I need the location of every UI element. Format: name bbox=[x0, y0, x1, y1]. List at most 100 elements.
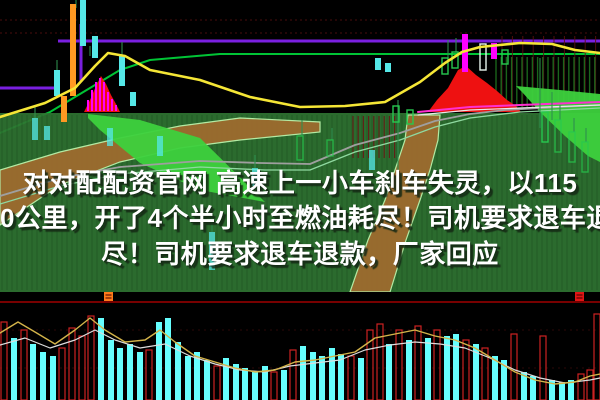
volume-bar-down bbox=[577, 373, 585, 400]
magenta-candle bbox=[491, 43, 497, 59]
magenta-ma-line bbox=[417, 101, 600, 113]
volume-bar-up bbox=[108, 340, 114, 400]
cyan-candle bbox=[80, 0, 86, 46]
cyan-candle bbox=[92, 36, 98, 58]
green-cloud-area bbox=[88, 114, 265, 202]
volume-bar-up bbox=[127, 344, 133, 400]
headline-line-3: 尽！司机要求退车退款，厂家回应 bbox=[101, 239, 499, 269]
volume-bar-up bbox=[530, 376, 536, 400]
green-candle bbox=[568, 131, 576, 163]
green-candle bbox=[541, 111, 549, 143]
cyan-candle bbox=[107, 128, 113, 146]
volume-bar-up bbox=[98, 318, 104, 400]
volume-bar-down bbox=[539, 335, 547, 400]
volume-bar-up bbox=[492, 356, 498, 400]
volume-bar-up bbox=[242, 368, 248, 400]
volume-bar-up bbox=[194, 352, 200, 400]
cyan-candle bbox=[44, 126, 50, 140]
volume-bar-down bbox=[395, 329, 403, 400]
volume-bar-down bbox=[481, 347, 489, 400]
green-candle bbox=[406, 109, 414, 125]
volume-bar-up bbox=[549, 380, 555, 400]
cyan-candle bbox=[32, 118, 38, 140]
cyan-candle bbox=[385, 63, 391, 72]
cyan-candle bbox=[369, 150, 375, 170]
volume-bar-down bbox=[510, 333, 518, 400]
volume-bar-up bbox=[300, 346, 306, 400]
volume-bar-up bbox=[233, 364, 239, 400]
volume-bar-up bbox=[329, 348, 335, 400]
volume-bar-down bbox=[0, 321, 8, 400]
volume-bar-up bbox=[156, 322, 162, 400]
magenta-candle bbox=[462, 34, 468, 72]
volume-yellow-ma bbox=[0, 317, 600, 385]
green-candle bbox=[296, 135, 304, 161]
volume-bar-up bbox=[473, 344, 479, 400]
volume-bar-down bbox=[213, 365, 221, 400]
volume-bar-up bbox=[30, 344, 36, 400]
volume-bar-up bbox=[185, 356, 191, 400]
cyan-candle bbox=[157, 136, 163, 156]
volume-bar-up bbox=[223, 358, 229, 400]
volume-bar-down bbox=[376, 323, 384, 400]
pale-green-line bbox=[0, 107, 600, 205]
volume-bar-up bbox=[559, 382, 565, 400]
volume-bar-up bbox=[40, 352, 46, 400]
volume-bar-up bbox=[338, 354, 344, 400]
volume-bar-down bbox=[289, 349, 297, 400]
volume-bar-up bbox=[386, 344, 392, 400]
red-indicator-area bbox=[428, 66, 521, 112]
volume-bar-up bbox=[521, 372, 527, 400]
volume-bar-down bbox=[58, 347, 66, 400]
headline-line-2: 0公里，开了4个半小时至燃油耗尽！司机要求退车退 bbox=[0, 203, 600, 233]
cyan-candle bbox=[130, 92, 136, 106]
orange-candle bbox=[61, 96, 67, 122]
volume-bar-up bbox=[406, 340, 412, 400]
volume-bar-down bbox=[20, 329, 28, 400]
marker-glyph-right bbox=[575, 292, 584, 301]
volume-bar-up bbox=[11, 338, 17, 400]
volume-bar-down bbox=[433, 329, 441, 400]
volume-bar-up bbox=[501, 360, 507, 400]
volume-bar-down bbox=[68, 327, 76, 400]
volume-bar-down bbox=[87, 315, 95, 400]
yellow-ma-line bbox=[0, 41, 600, 119]
cyan-candle bbox=[54, 70, 60, 96]
volume-white-ma bbox=[0, 329, 600, 384]
volume-bar-up bbox=[50, 356, 56, 400]
cyan-candle bbox=[375, 58, 381, 70]
volume-bar-down bbox=[414, 325, 422, 400]
volume-bar-up bbox=[453, 334, 459, 400]
volume-bar-up bbox=[425, 338, 431, 400]
orange-candle bbox=[70, 4, 76, 96]
cyan-candle bbox=[209, 232, 215, 270]
cyan-candle bbox=[119, 56, 125, 86]
volume-bar-up bbox=[568, 380, 574, 400]
volume-bar-down bbox=[586, 369, 594, 400]
volume-bar-down bbox=[462, 339, 470, 400]
volume-bar-up bbox=[262, 366, 268, 400]
volume-bar-up bbox=[175, 342, 181, 400]
marker-glyph-left bbox=[104, 292, 113, 301]
brown-ribbon bbox=[349, 114, 441, 293]
green-candle bbox=[581, 141, 589, 173]
volume-bar-up bbox=[252, 372, 258, 400]
volume-bar-up bbox=[310, 352, 316, 400]
green-candle bbox=[392, 105, 400, 123]
volume-bar-down bbox=[366, 329, 374, 400]
volume-bar-up bbox=[165, 318, 171, 400]
volume-bar-up bbox=[358, 358, 364, 400]
volume-bar-up bbox=[204, 360, 210, 400]
headline-line-1: 对对配配资官网 高速上一小车刹车失灵，以115 bbox=[22, 168, 578, 198]
volume-bar-up bbox=[117, 348, 123, 400]
cyan-candle bbox=[252, 168, 258, 186]
gray-ma-line bbox=[0, 104, 600, 197]
white-candle bbox=[479, 43, 487, 71]
volume-bar-up bbox=[281, 370, 287, 400]
volume-bar-up bbox=[319, 356, 325, 400]
volume-bar-up bbox=[137, 352, 143, 400]
volume-bar-down bbox=[270, 371, 278, 400]
green-candle bbox=[501, 49, 509, 65]
